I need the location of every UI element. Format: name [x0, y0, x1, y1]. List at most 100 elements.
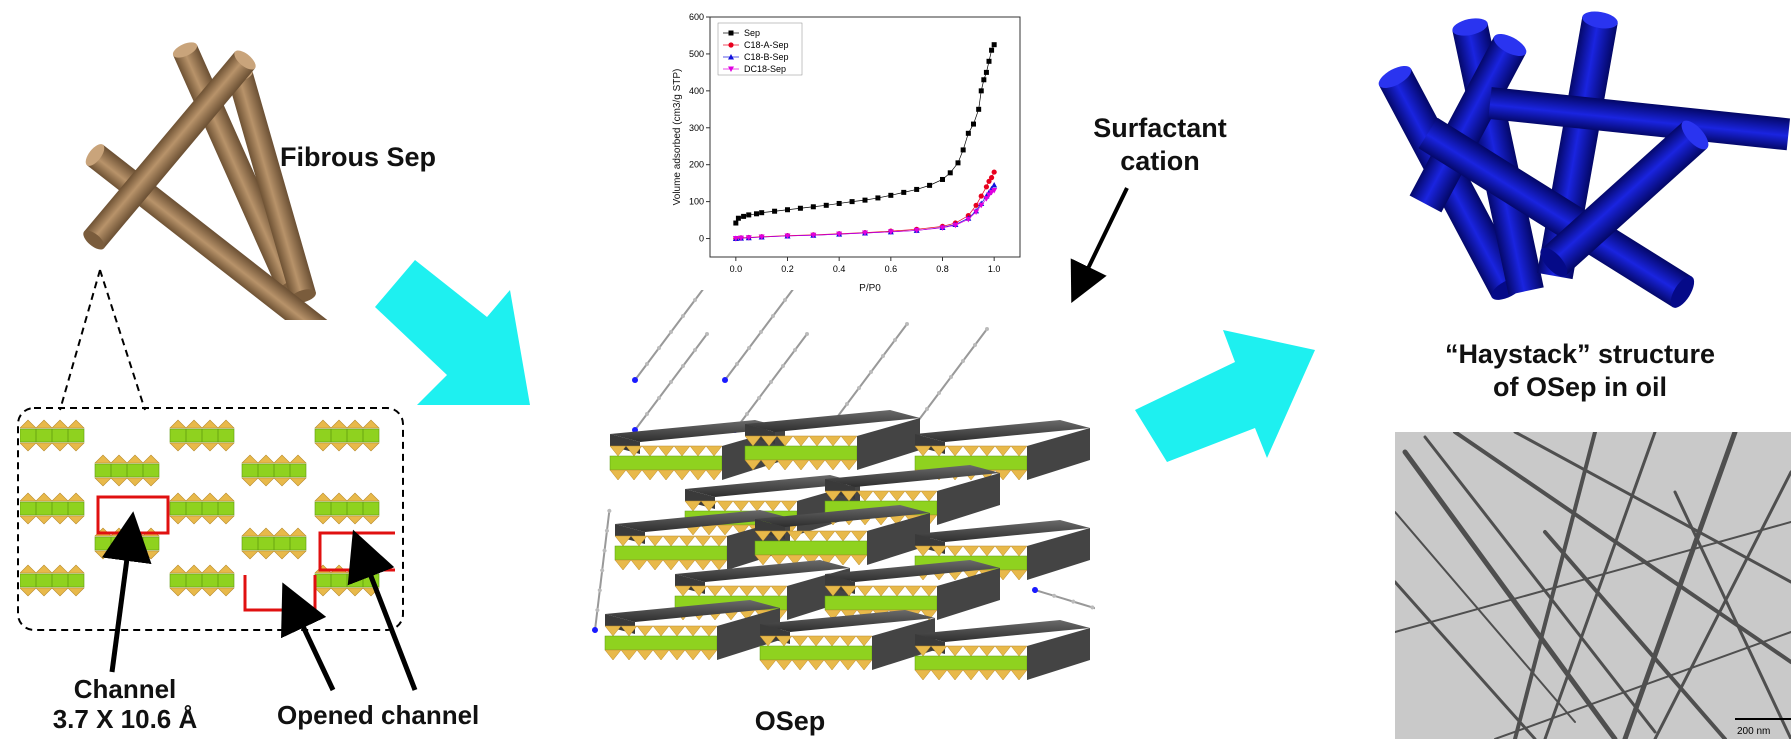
- y-tick-label: 500: [689, 49, 704, 59]
- fibrous-sep-rods: [83, 42, 340, 320]
- data-point: [785, 207, 790, 213]
- data-point: [940, 176, 945, 182]
- data-point: [955, 160, 961, 166]
- data-point: [772, 208, 778, 214]
- data-point: [986, 178, 992, 184]
- data-point: [746, 212, 752, 218]
- data-point: [981, 77, 987, 83]
- data-point: [986, 192, 992, 198]
- data-point: [983, 69, 989, 75]
- data-point: [754, 211, 759, 217]
- osep-label: OSep: [754, 706, 826, 736]
- osep-rod: [1540, 120, 1709, 277]
- data-point: [947, 170, 953, 176]
- data-point: [888, 192, 894, 198]
- data-point: [901, 189, 907, 195]
- chart-xlabel: P/P0: [859, 283, 881, 294]
- data-point: [927, 182, 933, 188]
- data-point: [758, 234, 765, 241]
- data-point: [991, 169, 997, 175]
- fibrous-sep-label: Fibrous Sep: [280, 142, 437, 172]
- data-point: [965, 216, 972, 223]
- legend-label: DC18-Sep: [744, 64, 786, 74]
- data-point: [862, 230, 868, 236]
- x-tick-label: 0.0: [730, 264, 743, 274]
- data-point: [849, 199, 855, 205]
- sep-rod: [85, 144, 340, 320]
- channel-label: Channel 3.7 X 10.6 Å: [50, 674, 200, 734]
- data-point: [960, 147, 966, 153]
- x-tick-label: 0.2: [781, 264, 794, 274]
- data-point: [973, 209, 980, 215]
- data-point: [836, 231, 843, 238]
- x-tick-label: 0.6: [885, 264, 898, 274]
- data-point: [823, 202, 829, 208]
- data-point: [735, 215, 741, 221]
- data-point: [728, 66, 734, 72]
- data-point: [991, 182, 998, 188]
- cyan-arrow-1: [375, 260, 530, 405]
- haystack-blue-rods: [1378, 11, 1791, 308]
- data-point: [733, 220, 739, 226]
- y-tick-label: 200: [689, 160, 704, 170]
- data-point: [728, 54, 734, 60]
- opened-channel-label: Opened channel: [277, 700, 480, 730]
- zoom-callout: [17, 269, 404, 631]
- x-tick-label: 0.4: [833, 264, 846, 274]
- data-point: [728, 30, 734, 36]
- isotherm-chart: 0.0 0.2 0.4 0.6 0.8 1.0 0 100 200 300 400 500 600 Se…: [672, 12, 1021, 294]
- legend-label: C18-B-Sep: [744, 52, 789, 62]
- data-point: [887, 229, 894, 235]
- data-point: [810, 204, 816, 210]
- haystack-label-line1: “Haystack” structure: [1444, 339, 1716, 369]
- data-point: [965, 130, 971, 136]
- data-point: [991, 188, 998, 194]
- scale-bar-label: 200 nm: [1737, 726, 1770, 737]
- data-point: [978, 88, 984, 94]
- surfactant-label-line1: Surfactant: [1093, 113, 1227, 143]
- data-point: [952, 222, 959, 229]
- data-point: [738, 235, 744, 242]
- data-point: [991, 42, 997, 48]
- y-tick-label: 0: [699, 234, 704, 244]
- osep-layered-structure: [575, 290, 1095, 681]
- surfactant-arrow: [1070, 187, 1129, 303]
- data-point: [939, 225, 946, 231]
- data-point: [978, 193, 984, 199]
- osep-rod: [1488, 87, 1791, 151]
- x-tick-label: 0.8: [936, 264, 949, 274]
- y-tick-label: 100: [689, 197, 704, 207]
- x-tick-label: 1.0: [988, 264, 1001, 274]
- chart-ylabel: Volume adsorbed (cm3/g STP): [672, 69, 683, 206]
- data-point: [728, 42, 734, 48]
- y-tick-label: 600: [689, 12, 704, 22]
- osep-rod: [1418, 117, 1695, 308]
- surfactant-label: Surfactant cation: [1060, 112, 1260, 178]
- data-point: [836, 200, 842, 206]
- data-point: [784, 233, 791, 239]
- data-point: [913, 227, 920, 234]
- haystack-label-line2: of OSep in oil: [1493, 372, 1667, 402]
- data-point: [797, 205, 803, 211]
- sep-rod: [83, 50, 256, 250]
- data-point: [914, 186, 920, 192]
- y-tick-label: 300: [689, 123, 704, 133]
- label-arrows-left: [101, 511, 418, 692]
- tem-micrograph: 200 nm: [1395, 432, 1791, 739]
- data-point: [741, 213, 747, 219]
- data-point: [875, 195, 881, 201]
- data-point: [978, 202, 985, 209]
- data-point: [983, 196, 990, 202]
- data-point: [976, 106, 982, 112]
- legend-label: Sep: [744, 28, 760, 38]
- data-point: [983, 184, 990, 190]
- data-point: [810, 232, 817, 239]
- data-point: [971, 121, 976, 127]
- data-point: [988, 175, 995, 181]
- data-point: [986, 58, 992, 64]
- haystack-label: “Haystack” structure of OSep in oil: [1410, 338, 1750, 404]
- data-point: [759, 210, 765, 216]
- data-point: [745, 235, 752, 241]
- data-point: [862, 197, 868, 203]
- surfactant-label-line2: cation: [1120, 146, 1200, 176]
